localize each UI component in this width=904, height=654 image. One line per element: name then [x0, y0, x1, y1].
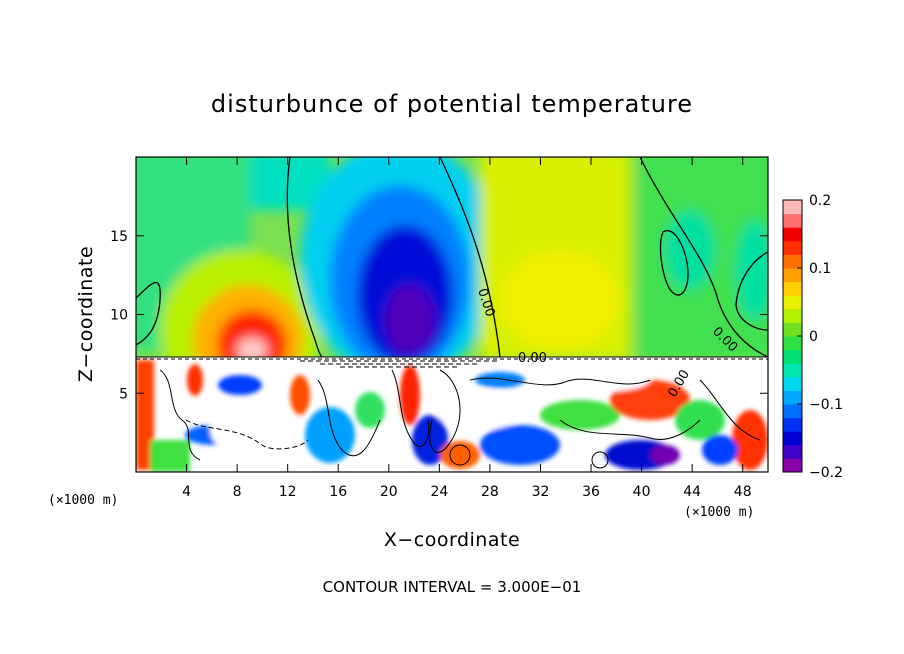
colorbar-swatch [783, 444, 802, 459]
bl-green-left [150, 440, 190, 472]
colorbar-tick-label: −0.1 [809, 397, 843, 413]
x-tick-label: 44 [683, 484, 701, 500]
colorbar-swatch [783, 390, 802, 405]
zero-contours [136, 157, 768, 358]
x-tick-label: 20 [380, 484, 398, 500]
bl-red-5 [610, 380, 690, 420]
bl-red-4 [440, 441, 480, 469]
y-axis-label: Z−coordinate [75, 246, 97, 382]
colorbar-swatch [783, 200, 802, 215]
bl-red-left [136, 360, 154, 470]
colorbar-swatch [783, 363, 802, 378]
colorbar-swatch [783, 308, 802, 323]
chart-title: disturbunce of potential temperature [211, 90, 693, 118]
boundary-layer-contours [159, 369, 761, 469]
bl-white-3 [550, 368, 650, 392]
colorbar-swatch [783, 322, 802, 337]
colorbar-tick-label: −0.2 [809, 465, 843, 481]
bl-red-6 [732, 410, 768, 470]
x-tick-label: 16 [329, 484, 347, 500]
colorbar: 0.2 0.1 0 −0.1 −0.2 [782, 193, 843, 481]
contour-interval-footer: CONTOUR INTERVAL = 3.000E−01 [323, 578, 582, 596]
x-axis: 4 8 12 16 20 24 28 32 36 40 44 48 [182, 157, 752, 500]
colorbar-swatch [783, 376, 802, 391]
bl-white-2 [435, 390, 525, 430]
colorbar-swatch [783, 268, 802, 283]
bl-red-1 [187, 364, 203, 396]
x-axis-unit-right: (×1000 m) [684, 505, 754, 520]
boundary-layer-field [136, 360, 768, 472]
bl-blue-8 [702, 435, 738, 465]
x-tick-label: 48 [734, 484, 752, 500]
right-green-patch [665, 210, 715, 290]
colorbar-swatch [783, 227, 802, 242]
x-tick-label: 24 [430, 484, 448, 500]
y-axis: 5 10 15 [110, 229, 768, 402]
x-tick-label: 12 [279, 484, 297, 500]
contour-label: 0.00 [518, 351, 547, 366]
colorbar-tick-label: 0 [809, 329, 818, 345]
bl-red-2 [290, 375, 310, 415]
x-tick-label: 36 [582, 484, 600, 500]
x-tick-label: 8 [233, 484, 242, 500]
y-tick-label: 10 [110, 308, 128, 324]
colorbar-swatch [783, 213, 802, 228]
y-tick-label: 5 [119, 386, 128, 402]
cold-anomaly-core [385, 285, 435, 355]
bl-blue-6 [475, 372, 525, 388]
stratified-contours [136, 356, 768, 368]
x-tick-label: 40 [633, 484, 651, 500]
x-axis-label: X−coordinate [384, 529, 520, 551]
colorbar-swatch [783, 417, 802, 432]
bl-blue-3 [305, 407, 355, 463]
x-tick-label: 4 [182, 484, 191, 500]
colorbar-swatch [783, 336, 802, 351]
bl-white-1 [210, 405, 290, 455]
bl-blue-5 [480, 425, 560, 465]
colorbar-swatch [783, 281, 802, 296]
colorbar-swatch [783, 254, 802, 269]
colorbar-swatch [783, 458, 802, 473]
colorbar-swatch [783, 240, 802, 255]
colorbar-swatch [783, 349, 802, 364]
x-tick-label: 28 [481, 484, 499, 500]
colorbar-swatch [783, 431, 802, 446]
x-tick-label: 32 [532, 484, 550, 500]
warm-anomaly-core [237, 338, 267, 362]
colorbar-swatch [783, 295, 802, 310]
bl-blue-2 [218, 375, 262, 395]
colorbar-swatch [783, 404, 802, 419]
colorbar-tick-label: 0.1 [809, 261, 831, 277]
yellow-patch [500, 250, 620, 350]
x-axis-unit-left: (×1000 m) [48, 493, 118, 508]
bl-green-2 [355, 392, 385, 428]
plot-area [136, 157, 768, 472]
bl-red-3 [400, 365, 420, 425]
right-edge-patch [735, 220, 768, 320]
bl-green-3 [540, 400, 620, 430]
colorbar-tick-label: 0.2 [809, 193, 831, 209]
y-tick-label: 15 [110, 229, 128, 245]
bl-purple-1 [650, 445, 680, 465]
